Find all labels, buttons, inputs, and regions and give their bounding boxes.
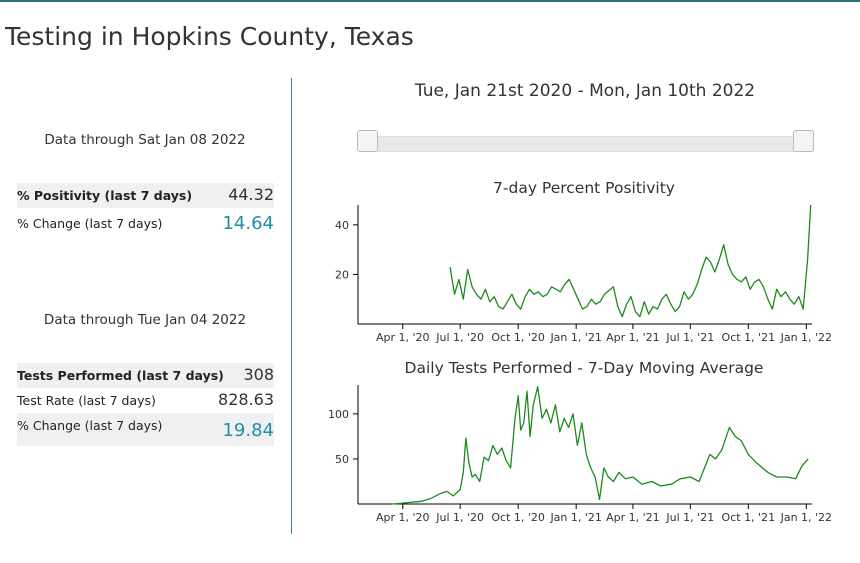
positivity-chart-title: 7-day Percent Positivity xyxy=(493,179,675,197)
test-rate-label: Test Rate (last 7 days) xyxy=(17,393,156,408)
test-rate-row: Test Rate (last 7 days) 828.63 xyxy=(17,388,274,413)
tests-x-tick-label: Jan 1, '22 xyxy=(780,511,832,524)
positivity-x-tick-label: Jul 1, '21 xyxy=(665,331,714,344)
positivity-row: % Positivity (last 7 days) 44.32 xyxy=(17,183,274,208)
positivity-change-label: % Change (last 7 days) xyxy=(17,216,163,231)
slider-end-handle[interactable] xyxy=(793,130,814,152)
page-title: Testing in Hopkins County, Texas xyxy=(5,22,414,51)
positivity-chart: 20 40 Apr 1, '20 Jul 1, '20 Oct 1, '20 Jan 1,… xyxy=(335,204,832,344)
tests-series-line xyxy=(391,386,809,505)
positivity-x-tick-label: Apr 1, '21 xyxy=(606,331,660,344)
tests-x-tick-label: Jul 1, '20 xyxy=(435,511,484,524)
tests-x-tick-label: Apr 1, '21 xyxy=(606,511,660,524)
tests-x-tick-label: Jan 1, '21 xyxy=(549,511,601,524)
tests-change-value: 19.84 xyxy=(222,420,274,441)
tests-x-tick-label: Oct 1, '20 xyxy=(491,511,545,524)
tests-performed-label: Tests Performed (last 7 days) xyxy=(17,368,224,383)
positivity-through-label: Data through Sat Jan 08 2022 xyxy=(44,132,246,148)
tests-change-label: % Change (last 7 days) xyxy=(17,418,163,433)
positivity-x-tick-label: Oct 1, '20 xyxy=(491,331,545,344)
test-rate-value: 828.63 xyxy=(218,390,274,409)
positivity-x-tick-label: Jul 1, '20 xyxy=(435,331,484,344)
tests-chart: 50 100 Apr 1, '20 Jul 1, '20 Oct 1, '20 Jan 1… xyxy=(328,385,832,524)
panel-divider xyxy=(291,78,292,534)
positivity-x-tick-label: Jan 1, '22 xyxy=(780,331,832,344)
tests-y-tick-label: 100 xyxy=(328,408,349,421)
tests-x-tick-label: Oct 1, '21 xyxy=(722,511,776,524)
tests-y-tick-label: 50 xyxy=(335,453,349,466)
positivity-x-tick-label: Jan 1, '21 xyxy=(549,331,601,344)
tests-change-row: % Change (last 7 days) 19.84 xyxy=(17,413,274,446)
tests-performed-row: Tests Performed (last 7 days) 308 xyxy=(17,363,274,388)
date-range-slider[interactable] xyxy=(366,136,804,152)
positivity-change-row: % Change (last 7 days) 14.64 xyxy=(17,211,274,236)
slider-start-handle[interactable] xyxy=(357,130,378,152)
positivity-value: 44.32 xyxy=(228,185,274,204)
positivity-x-tick-label: Apr 1, '20 xyxy=(376,331,430,344)
tests-x-tick-label: Jul 1, '21 xyxy=(665,511,714,524)
tests-chart-title: Daily Tests Performed - 7-Day Moving Ave… xyxy=(404,359,764,377)
positivity-y-tick-label: 40 xyxy=(335,219,349,232)
tests-x-tick-label: Apr 1, '20 xyxy=(376,511,430,524)
positivity-series-line xyxy=(449,204,812,318)
top-accent-line xyxy=(0,0,860,2)
positivity-change-value: 14.64 xyxy=(222,213,274,234)
tests-through-label: Data through Tue Jan 04 2022 xyxy=(43,312,247,328)
tests-performed-value: 308 xyxy=(243,365,274,384)
positivity-y-tick-label: 20 xyxy=(335,268,349,281)
positivity-label: % Positivity (last 7 days) xyxy=(17,188,193,203)
date-range-label: Tue, Jan 21st 2020 - Mon, Jan 10th 2022 xyxy=(414,81,756,101)
positivity-x-tick-label: Oct 1, '21 xyxy=(722,331,776,344)
